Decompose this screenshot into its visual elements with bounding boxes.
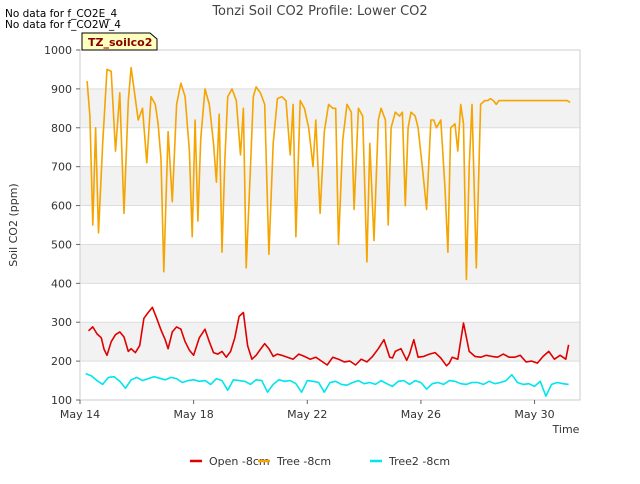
grid-band xyxy=(80,205,580,245)
y-tick-label: 200 xyxy=(51,355,72,368)
series-line-tree2-8cm xyxy=(85,372,569,397)
y-tick-label: 400 xyxy=(51,277,72,290)
grid-band xyxy=(80,88,580,128)
site-badge: TZ_soilco2 xyxy=(81,32,158,51)
grid-band xyxy=(80,166,580,206)
y-tick-label: 900 xyxy=(51,83,72,96)
x-tick-label: May 26 xyxy=(401,408,441,421)
grid-band xyxy=(80,127,580,167)
chart-title: Tonzi Soil CO2 Profile: Lower CO2 xyxy=(211,4,427,19)
x-axis-label: Time xyxy=(552,423,580,436)
grid-band xyxy=(80,50,580,89)
legend: Open -8cm Tree -8cm Tree2 -8cm xyxy=(190,455,450,468)
series-line-open-8cm xyxy=(87,306,570,367)
grid-band xyxy=(80,244,580,284)
y-tick-label: 700 xyxy=(51,161,72,174)
x-tick-label: May 22 xyxy=(287,408,327,421)
site-badge-label: TZ_soilco2 xyxy=(88,36,152,49)
x-tick-label: May 18 xyxy=(174,408,214,421)
y-tick-label: 300 xyxy=(51,316,72,329)
y-tick-label: 600 xyxy=(51,200,72,213)
grid-band xyxy=(80,322,580,362)
legend-label-tree2-8cm: Tree2 -8cm xyxy=(388,455,450,468)
plot-border xyxy=(79,49,581,401)
y-tick-label: 500 xyxy=(51,238,72,251)
legend-label-open-8cm: Open -8cm xyxy=(209,455,270,468)
x-tick-label: May 30 xyxy=(514,408,554,421)
grid-band xyxy=(80,283,580,323)
y-tick-label: 100 xyxy=(51,394,72,407)
series-layer xyxy=(85,66,571,397)
y-tick-label: 800 xyxy=(51,122,72,135)
no-data-note-2: No data for f_CO2W_4 xyxy=(5,19,121,31)
plot-frame xyxy=(79,49,581,401)
series-line-tree-8cm xyxy=(86,66,571,281)
x-tick-label: May 14 xyxy=(60,408,100,421)
y-axis-label: Soil CO2 (ppm) xyxy=(7,183,20,266)
grid-band xyxy=(80,361,580,400)
no-data-note-1: No data for f_CO2E_4 xyxy=(5,8,118,20)
axes-layer: 100 200 300 400 500 600 700 800 900 1000 May 14 May… xyxy=(44,44,555,421)
y-tick-label: 1000 xyxy=(44,44,72,57)
legend-label-tree-8cm: Tree -8cm xyxy=(276,455,331,468)
